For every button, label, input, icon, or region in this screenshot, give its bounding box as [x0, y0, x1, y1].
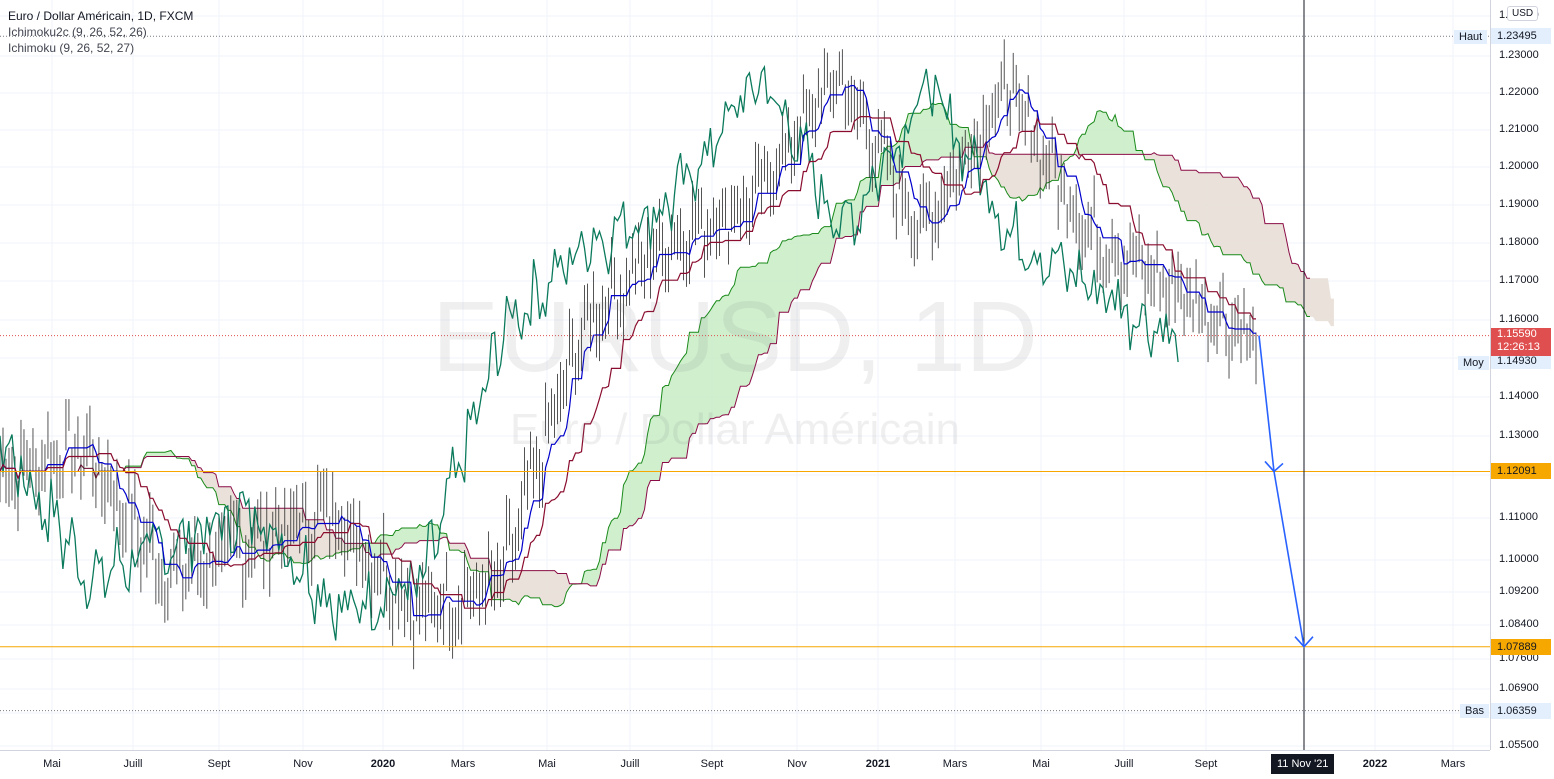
price-tick-label: 1.18000: [1499, 236, 1539, 248]
avg-price-tag: 1.14930: [1491, 352, 1551, 369]
level-price-tag: 1.07889: [1491, 638, 1551, 655]
price-tick-label: 1.21000: [1499, 123, 1539, 135]
kijun-sen-line: [0, 115, 1256, 609]
time-axis-label: Mai: [538, 758, 556, 770]
price-tick-label: 1.14000: [1499, 390, 1539, 402]
time-axis-label: Mars: [942, 758, 968, 770]
high-label: Haut: [1454, 30, 1488, 44]
current-price-tag: 1.15590 12:26:13: [1491, 327, 1551, 356]
crosshair-date-label: 11 Nov '21: [1271, 754, 1335, 774]
chart-area[interactable]: EURUSD, 1D Euro / Dollar Américain Euro …: [0, 0, 1490, 750]
arrow-head-1: [1264, 460, 1284, 473]
price-tick-label: 1.16000: [1499, 313, 1539, 325]
price-tick-label: 1.17000: [1499, 274, 1539, 286]
price-tick-label: 1.07600: [1499, 652, 1539, 664]
price-tick-label: 1.09200: [1499, 585, 1539, 597]
ichimoku-cloud: [176, 456, 366, 564]
countdown-label: 12:26:13: [1497, 340, 1540, 353]
projection-arrow: [1258, 335, 1305, 647]
price-tick-label: 1.11000: [1499, 511, 1538, 523]
low-price-tag: 1.06359: [1491, 702, 1551, 719]
price-tick-label: 1.06900: [1499, 682, 1539, 694]
ichimoku-cloud: [581, 103, 975, 586]
chikou-span-line: [0, 64, 1179, 641]
ichimoku-cloud: [77, 450, 177, 479]
time-axis-label: 2020: [370, 758, 396, 770]
price-tick-label: 1.10000: [1499, 553, 1539, 565]
price-tick-label: 1.23000: [1499, 49, 1539, 61]
time-axis-label: Mars: [1440, 758, 1466, 770]
low-label: Bas: [1460, 704, 1489, 718]
senkou-span-b-line: [77, 140, 1310, 587]
price-tick-label: 1.05500: [1499, 739, 1539, 751]
time-axis-label: Juill: [620, 758, 640, 770]
time-axis-label: Nov: [787, 758, 807, 770]
price-tick-label: 1.19000: [1499, 198, 1539, 210]
time-axis-label: Sept: [700, 758, 724, 770]
price-tick-label: 1.22000: [1499, 86, 1539, 98]
time-axis-label: Sept: [207, 758, 231, 770]
time-axis-label: Nov: [293, 758, 313, 770]
legend-indicator-ichimoku2c[interactable]: Ichimoku2c (9, 26, 52, 26): [8, 25, 147, 39]
legend-indicator-ichimoku[interactable]: Ichimoku (9, 26, 52, 27): [8, 41, 135, 55]
ichimoku-cloud: [449, 543, 582, 607]
legend: Euro / Dollar Américain, 1D, FXCM Ichimo…: [8, 8, 193, 56]
price-tick-label: 1.20000: [1499, 160, 1539, 172]
time-axis-label: 2021: [865, 758, 891, 770]
avg-label: Moy: [1458, 356, 1489, 370]
price-axis[interactable]: 1.240001.230001.220001.210001.200001.190…: [1490, 0, 1554, 751]
time-axis-label: 2022: [1362, 758, 1388, 770]
arrow-head-2: [1294, 636, 1314, 648]
time-axis-label: Mai: [43, 758, 61, 770]
time-axis-label: Mai: [1032, 758, 1050, 770]
level-price-tag: 1.12091: [1491, 463, 1551, 480]
high-price-tag: 1.23495: [1491, 28, 1551, 45]
tenkan-sen-line: [0, 84, 1256, 618]
chart-canvas[interactable]: [0, 0, 1490, 750]
ichimoku-cloud: [974, 141, 1077, 202]
price-tick-label: 1.13000: [1499, 429, 1539, 441]
time-axis[interactable]: 11 Nov '21 Mai Juill Sept Nov 2020 Mars Mai Jui…: [0, 750, 1490, 779]
ichimoku-cloud: [1076, 110, 1146, 160]
time-axis-label: Mars: [450, 758, 476, 770]
time-axis-label: Sept: [1194, 758, 1218, 770]
time-axis-label: Juill: [1114, 758, 1134, 770]
legend-title[interactable]: Euro / Dollar Américain, 1D, FXCM: [8, 9, 194, 23]
ichimoku-cloud: [1145, 152, 1334, 327]
time-axis-label: Juill: [123, 758, 143, 770]
currency-button[interactable]: USD: [1507, 6, 1539, 21]
price-tick-label: 1.08400: [1499, 618, 1539, 630]
